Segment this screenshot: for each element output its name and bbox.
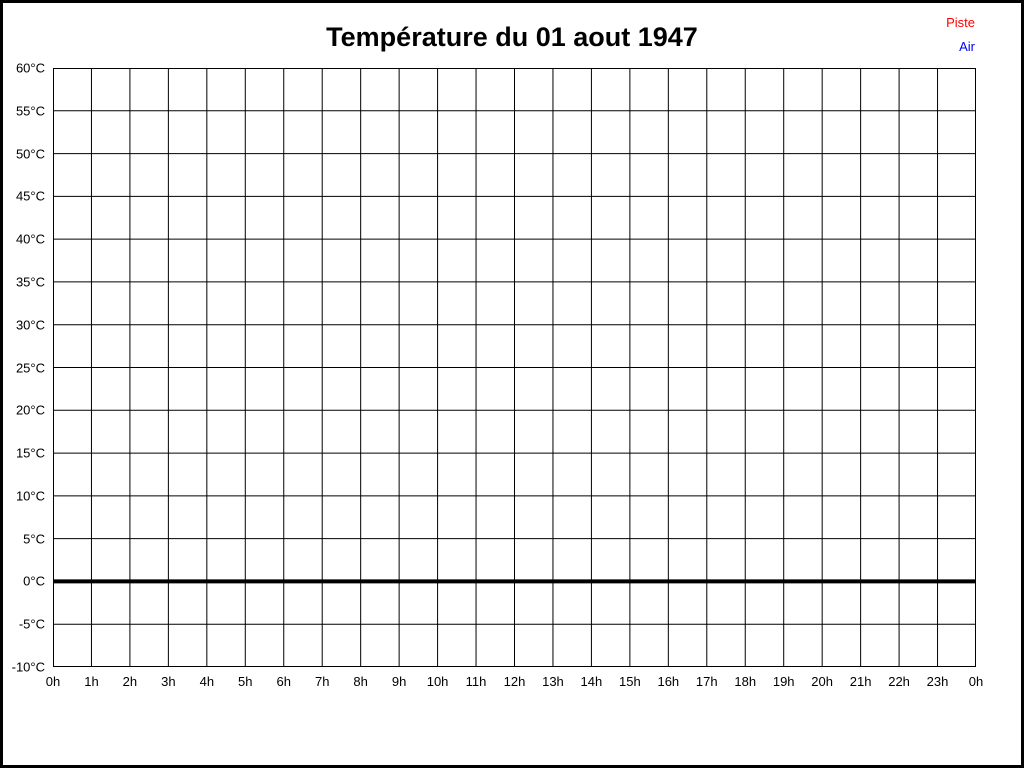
x-tick-label: 7h [314, 674, 330, 689]
y-tick-label: 30°C [15, 317, 45, 333]
x-tick-label: 2h [122, 674, 138, 689]
y-tick-label: 0°C [23, 573, 45, 589]
x-tick-label: 5h [238, 674, 253, 689]
y-tick-label: 10°C [15, 488, 45, 504]
legend-label-air: Air [959, 39, 975, 54]
x-tick-label: 15h [619, 674, 641, 689]
x-tick-label: 0h [968, 674, 984, 689]
x-tick-label: 13h [542, 674, 564, 689]
x-tick-label: 20h [811, 674, 834, 689]
plot-area [53, 68, 976, 667]
x-tick-label: 16h [657, 674, 680, 689]
y-tick-label: 5°C [23, 531, 45, 547]
x-tick-label: 8h [353, 674, 368, 689]
x-tick-label: 12h [503, 674, 526, 689]
y-tick-label: -5°C [18, 616, 45, 632]
x-tick-label: 17h [695, 674, 718, 689]
y-tick-label: 50°C [15, 146, 45, 162]
x-tick-label: 23h [926, 674, 949, 689]
chart-title: Température du 01 aout 1947 [326, 22, 698, 52]
x-tick-label: 3h [161, 674, 176, 689]
x-axis-labels: 0h 1h 2h 3h 4h 5h 6h 7h 8h 9h 10h 11h 12h 13h 14h 15h 16… [46, 674, 983, 694]
y-tick-label: 55°C [15, 103, 45, 119]
y-tick-label: 20°C [15, 402, 45, 418]
y-tick-label: 35°C [15, 274, 45, 290]
x-tick-label: 22h [888, 674, 910, 689]
x-tick-label: 18h [734, 674, 757, 689]
x-tick-label: 19h [772, 674, 795, 689]
x-tick-label: 1h [84, 674, 99, 689]
x-tick-label: 10h [426, 674, 449, 689]
x-tick-label: 14h [580, 674, 603, 689]
y-tick-label: 60°C [15, 60, 45, 76]
y-tick-label: 45°C [15, 188, 45, 204]
legend-label-piste: Piste [946, 15, 975, 30]
chart-legend: Piste Air [946, 11, 975, 59]
x-tick-label: 11h [465, 674, 487, 689]
chart-grid [53, 68, 976, 667]
y-axis-labels: 60°C 55°C 50°C 45°C 40°C 35°C 30°C 25°C 20°C 15°C… [3, 61, 49, 675]
x-tick-label: 21h [849, 674, 872, 689]
y-tick-label: 25°C [15, 360, 45, 375]
y-tick-label: 15°C [15, 445, 45, 461]
legend-item-air: Air [946, 35, 975, 59]
x-tick-label: 0h [45, 674, 61, 689]
x-tick-label: 6h [276, 674, 291, 689]
y-tick-label: -10°C [11, 659, 45, 675]
legend-item-piste: Piste [946, 11, 975, 35]
x-tick-label: 4h [199, 674, 215, 689]
x-tick-label: 9h [391, 674, 407, 689]
y-tick-label: 40°C [15, 231, 45, 247]
